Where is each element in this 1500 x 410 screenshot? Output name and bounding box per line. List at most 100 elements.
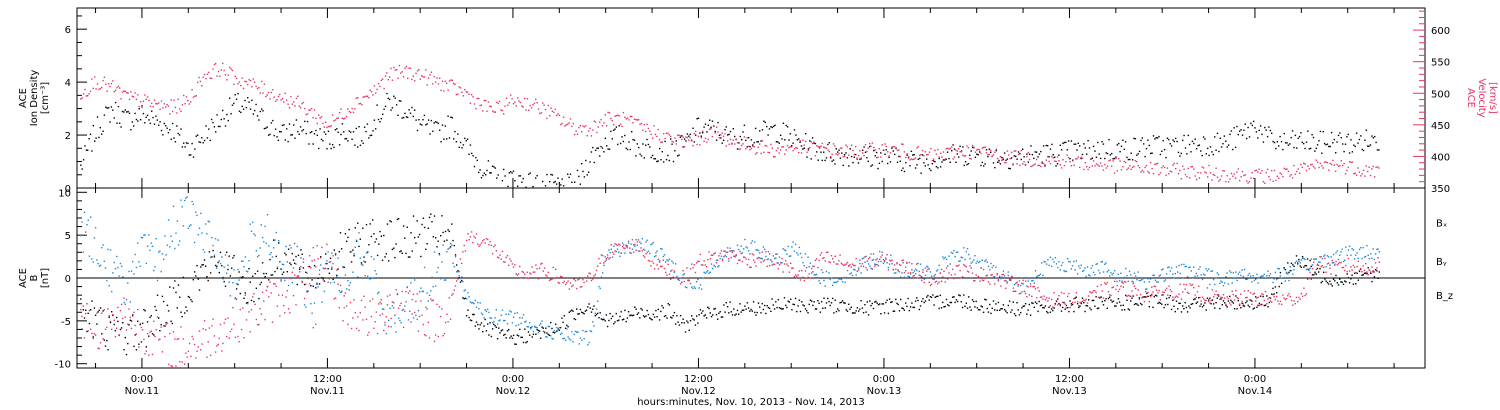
- data-point-ion-density: [560, 184, 562, 186]
- data-point-velocity: [1186, 176, 1188, 178]
- data-point-b2: [1230, 304, 1232, 306]
- data-point-velocity: [987, 153, 989, 156]
- data-point-b2: [1227, 297, 1230, 300]
- data-point-b2: [165, 323, 167, 326]
- data-point-b0: [332, 278, 334, 281]
- data-point-velocity: [170, 99, 172, 101]
- data-point-b2: [1091, 291, 1094, 293]
- top-ylabel-right-line1: ACE: [1465, 88, 1476, 108]
- data-point-ion-density: [1156, 137, 1159, 139]
- data-point-ion-density: [610, 130, 612, 132]
- data-point-b2: [698, 260, 700, 263]
- data-point-b2: [830, 255, 833, 257]
- data-point-b1: [887, 266, 890, 269]
- data-point-velocity: [877, 156, 879, 159]
- data-point-b0: [807, 312, 809, 314]
- data-point-ion-density: [555, 183, 558, 185]
- data-point-ion-density: [887, 162, 889, 165]
- data-point-b1: [613, 245, 615, 247]
- data-point-b2: [141, 329, 144, 331]
- data-point-b2: [598, 257, 600, 260]
- data-point-b0: [1221, 304, 1223, 306]
- data-point-ion-density: [1169, 143, 1171, 145]
- data-point-b0: [1023, 305, 1026, 307]
- data-point-b0: [504, 333, 506, 336]
- data-point-b2: [148, 354, 150, 356]
- data-point-b0: [912, 306, 914, 309]
- data-point-ion-density: [1350, 139, 1352, 141]
- data-point-b2: [593, 275, 595, 277]
- data-point-b0: [1301, 256, 1304, 258]
- data-point-ion-density: [382, 113, 384, 115]
- data-point-b0: [203, 259, 206, 261]
- data-point-ion-density: [661, 151, 663, 153]
- data-point-velocity: [969, 157, 971, 160]
- data-point-b2: [307, 266, 309, 268]
- data-point-b0: [712, 314, 714, 316]
- data-point-velocity: [262, 92, 264, 94]
- data-point-ion-density: [722, 139, 725, 141]
- data-point-velocity: [923, 155, 925, 157]
- data-point-ion-density: [785, 124, 787, 127]
- data-point-b1: [1125, 267, 1127, 270]
- data-point-b2: [938, 281, 940, 283]
- data-point-b1: [982, 268, 985, 271]
- data-point-velocity: [1163, 166, 1166, 169]
- data-point-b1: [750, 242, 752, 244]
- data-point-b1: [935, 270, 938, 272]
- data-point-velocity: [153, 99, 156, 101]
- data-point-b0: [634, 306, 636, 308]
- data-point-b0: [438, 253, 441, 255]
- data-point-b1: [391, 305, 394, 307]
- data-point-b2: [342, 320, 344, 322]
- data-point-velocity: [1033, 164, 1035, 166]
- data-point-b0: [655, 309, 657, 312]
- data-point-b1: [879, 250, 881, 253]
- data-point-b0: [208, 251, 211, 253]
- data-point-b0: [874, 301, 876, 303]
- data-point-b0: [433, 215, 436, 217]
- data-point-b2: [229, 330, 232, 333]
- data-point-ion-density: [1147, 139, 1149, 141]
- data-point-b1: [626, 247, 629, 249]
- data-point-b2: [991, 273, 993, 276]
- data-point-b2: [902, 259, 904, 261]
- data-point-b2: [686, 267, 688, 269]
- data-point-b2: [325, 263, 327, 265]
- data-point-b0: [949, 301, 951, 304]
- data-point-b2: [495, 250, 497, 252]
- data-point-b0: [909, 306, 912, 308]
- data-point-b1: [877, 265, 880, 267]
- data-point-velocity: [717, 131, 719, 133]
- data-point-b0: [464, 297, 467, 299]
- data-point-b1: [188, 225, 191, 227]
- data-point-b2: [666, 274, 668, 276]
- data-point-velocity: [81, 97, 83, 99]
- data-point-b1: [1253, 279, 1256, 282]
- data-point-b2: [532, 271, 535, 273]
- data-point-b0: [1184, 302, 1186, 304]
- data-point-ion-density: [1067, 140, 1070, 142]
- data-point-velocity: [1123, 160, 1125, 163]
- data-point-ion-density: [603, 151, 605, 153]
- data-point-b0: [1081, 297, 1084, 299]
- data-point-b1: [747, 250, 750, 252]
- data-point-b0: [1057, 298, 1059, 300]
- data-point-b2: [191, 335, 193, 338]
- data-point-velocity: [980, 152, 982, 155]
- data-point-b1: [273, 247, 275, 249]
- data-point-b2: [592, 278, 594, 280]
- data-point-b1: [339, 291, 342, 293]
- data-point-ion-density: [347, 140, 349, 142]
- data-point-velocity: [355, 97, 357, 99]
- data-point-b0: [1080, 302, 1082, 305]
- data-point-velocity: [738, 148, 740, 151]
- data-point-velocity: [681, 138, 683, 141]
- data-point-velocity: [411, 78, 413, 81]
- data-point-velocity: [754, 153, 757, 155]
- data-point-ion-density: [1020, 158, 1022, 161]
- data-point-velocity: [757, 146, 759, 148]
- data-point-b0: [214, 264, 217, 267]
- data-point-b1: [636, 244, 638, 246]
- data-point-velocity: [682, 136, 684, 138]
